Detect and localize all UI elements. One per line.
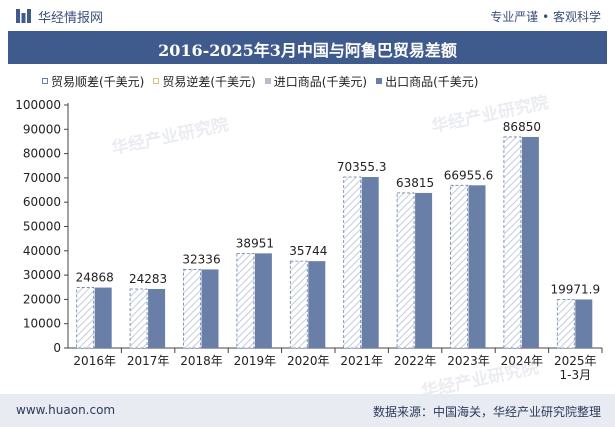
data-label: 63815 (396, 176, 434, 190)
x-tick-label: 2019年 (234, 354, 277, 368)
x-tick-label: 2021年 (340, 354, 383, 368)
bar-export (521, 136, 539, 348)
legend-label-deficit: 贸易逆差(千美元) (162, 74, 256, 89)
x-tick-label: 2022年 (394, 354, 437, 368)
bar-export (361, 177, 379, 348)
bar-export (94, 287, 112, 348)
x-tick-label: 2017年 (127, 354, 170, 368)
bar-trade-surplus (556, 299, 575, 349)
y-tick-label: 100000 (15, 98, 61, 112)
data-label: 24868 (76, 271, 114, 285)
data-label: 24283 (129, 272, 167, 286)
x-tick-label: 2018年 (180, 354, 223, 368)
bar-export (415, 192, 433, 348)
data-label: 86850 (503, 120, 541, 134)
legend-swatch-export (376, 78, 383, 84)
footer-url: www.huaon.com (16, 403, 116, 417)
y-tick-label: 70000 (23, 171, 61, 185)
tagline: 专业严谨 • 客观科学 (490, 10, 601, 24)
legend-item-import: 进口商品(千美元) (264, 73, 368, 90)
y-tick-label: 10000 (23, 317, 61, 331)
bar-export (201, 269, 219, 348)
legend-label-import: 进口商品(千美元) (273, 74, 368, 89)
data-label: 32336 (182, 252, 220, 266)
bar-trade-surplus (503, 136, 522, 349)
x-tick-label: 2025年 (554, 354, 597, 368)
logo-icon (16, 9, 31, 23)
bar-trade-surplus (236, 252, 255, 349)
bar-trade-surplus (343, 176, 362, 349)
legend: 贸易顺差(千美元) 贸易逆差(千美元) 进口商品(千美元) 出口商品(千美元) (42, 72, 488, 90)
x-tick-label: 2016年 (73, 354, 116, 368)
y-tick-label: 30000 (23, 268, 61, 282)
bar-export (468, 185, 486, 348)
bar-trade-surplus (396, 192, 415, 349)
y-tick-label: 60000 (23, 195, 61, 209)
chart-title: 2016-2025年3月中国与阿鲁巴贸易差额 (158, 41, 457, 60)
legend-swatch-deficit (153, 78, 160, 84)
footer-source: 数据来源：中国海关，华经产业研究院整理 (372, 405, 601, 419)
data-label: 70355.3 (337, 160, 387, 174)
top-bar: 华经情报网 专业严谨 • 客观科学 (0, 0, 615, 31)
data-label: 38951 (236, 236, 274, 250)
bar-trade-surplus (76, 287, 95, 349)
footer: www.huaon.com 数据来源：中国海关，华经产业研究院整理 (0, 394, 615, 427)
legend-label-surplus: 贸易顺差(千美元) (51, 74, 145, 89)
legend-label-export: 出口商品(千美元) (385, 74, 479, 89)
y-tick-label: 0 (53, 341, 61, 355)
legend-item-deficit: 贸易逆差(千美元) (153, 73, 256, 90)
x-tick-label: 1-3月 (559, 368, 591, 382)
bar-trade-surplus (450, 184, 468, 349)
title-bar: 2016-2025年3月中国与阿鲁巴贸易差额 (8, 31, 607, 64)
data-label: 66955.6 (444, 168, 494, 182)
x-tick-label: 2024年 (501, 354, 544, 368)
legend-swatch-import (264, 78, 271, 84)
y-tick-label: 90000 (23, 122, 61, 136)
legend-item-surplus: 贸易顺差(千美元) (42, 73, 144, 90)
data-label: 35744 (289, 244, 327, 258)
y-tick-label: 40000 (23, 244, 61, 258)
data-label: 19971.9 (550, 282, 600, 296)
bar-export (575, 299, 593, 348)
legend-swatch-surplus (42, 78, 48, 84)
bar-export (254, 253, 272, 348)
bar-export (148, 288, 166, 348)
x-tick-label: 2023年 (447, 354, 490, 368)
bar-export (308, 261, 326, 348)
bar-trade-surplus (183, 269, 201, 349)
y-tick-label: 20000 (23, 292, 61, 306)
legend-item-export: 出口商品(千美元) (376, 73, 479, 90)
bar-trade-surplus (289, 260, 308, 349)
bar-chart: 0 10000 20000 30000 40000 50000 60000 70000 8000… (15, 98, 603, 382)
bar-trade-surplus (129, 288, 148, 349)
y-tick-label: 50000 (23, 220, 61, 234)
y-tick-label: 80000 (23, 147, 61, 161)
brand-name: 华经情报网 (38, 11, 104, 26)
x-tick-label: 2020年 (287, 354, 330, 368)
